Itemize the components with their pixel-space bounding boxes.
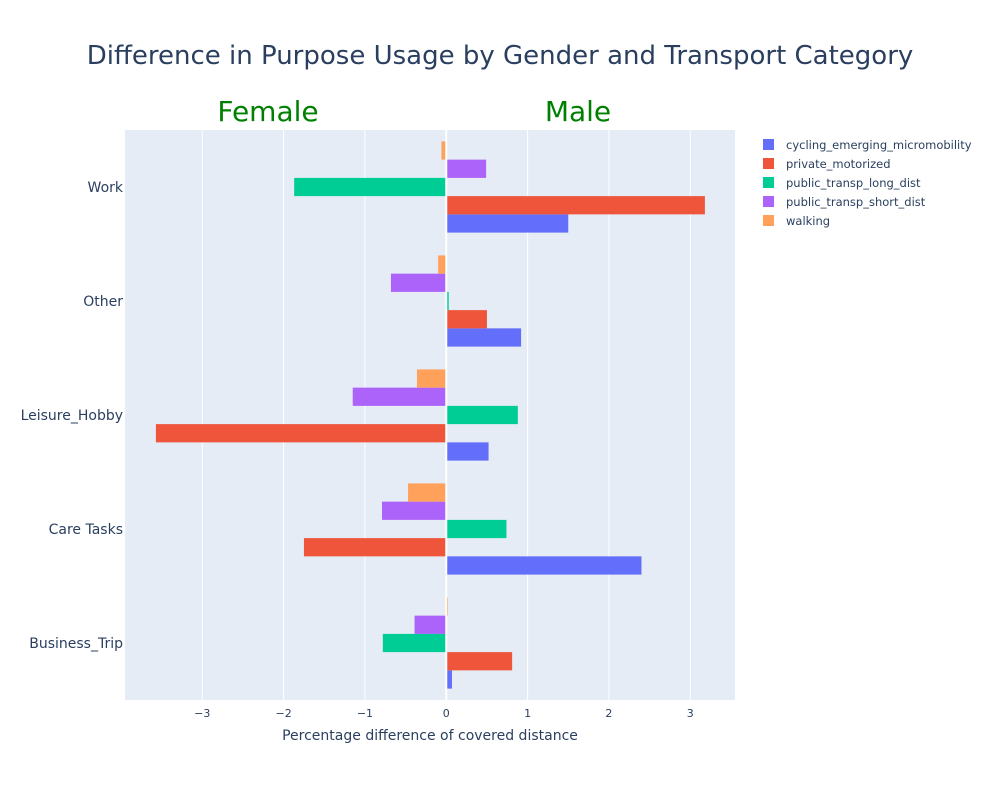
- bar-public-transp-long-dist-other[interactable]: [446, 291, 449, 311]
- chart-title: Difference in Purpose Usage by Gender an…: [87, 41, 914, 71]
- legend-item-public-transp-long-dist[interactable]: public_transp_long_dist: [763, 176, 921, 190]
- bar-walking-leisure-hobby[interactable]: [416, 369, 447, 388]
- bar-private-motorized-work[interactable]: [446, 196, 705, 215]
- bar-public-transp-long-dist-leisure-hobby[interactable]: [446, 405, 518, 425]
- annotation-male: Male: [545, 95, 611, 128]
- legend[interactable]: cycling_emerging_micromobility private_mo…: [763, 138, 972, 228]
- plot-area: [125, 130, 735, 700]
- y-tick-label: Care Tasks: [49, 522, 123, 538]
- bar-private-motorized-leisure-hobby[interactable]: [155, 424, 447, 443]
- legend-item-private-motorized[interactable]: private_motorized: [763, 157, 891, 171]
- legend-label: private_motorized: [786, 157, 891, 171]
- x-tick-label: −2: [275, 707, 291, 720]
- legend-swatch: [763, 177, 774, 188]
- bar-public-transp-short-dist-care-tasks[interactable]: [382, 501, 447, 520]
- x-tick-label: 0: [443, 707, 450, 720]
- bar-public-transp-short-dist-business-trip[interactable]: [414, 615, 447, 634]
- legend-label: public_transp_short_dist: [786, 195, 926, 209]
- x-axis-ticks: −3 −2 −1 0 1 2 3: [194, 707, 694, 720]
- legend-swatch: [763, 215, 774, 226]
- bar-public-transp-long-dist-care-tasks[interactable]: [446, 519, 507, 539]
- y-tick-label: Work: [88, 180, 124, 196]
- legend-swatch: [763, 158, 774, 169]
- x-tick-label: −3: [194, 707, 210, 720]
- legend-label: walking: [786, 214, 830, 228]
- bar-private-motorized-business-trip[interactable]: [446, 652, 513, 671]
- y-tick-label: Other: [83, 294, 123, 310]
- x-tick-label: 1: [524, 707, 531, 720]
- legend-item-cycling-emerging-micromobility[interactable]: cycling_emerging_micromobility: [763, 138, 972, 152]
- bar-private-motorized-care-tasks[interactable]: [303, 538, 447, 557]
- bar-cycling-emerging-micromobility-other[interactable]: [446, 328, 522, 347]
- bar-cycling-emerging-micromobility-business-trip[interactable]: [446, 670, 452, 689]
- y-tick-label: Business_Trip: [29, 636, 123, 652]
- legend-item-public-transp-short-dist[interactable]: public_transp_short_dist: [763, 195, 926, 209]
- bar-public-transp-long-dist-business-trip[interactable]: [382, 633, 447, 653]
- bar-public-transp-short-dist-work[interactable]: [446, 159, 487, 178]
- legend-label: public_transp_long_dist: [786, 176, 921, 190]
- annotation-female: Female: [217, 95, 318, 128]
- x-axis-label: Percentage difference of covered distanc…: [282, 728, 578, 744]
- bar-cycling-emerging-micromobility-work[interactable]: [446, 214, 569, 233]
- bar-cycling-emerging-micromobility-care-tasks[interactable]: [446, 556, 642, 575]
- bar-cycling-emerging-micromobility-leisure-hobby[interactable]: [446, 442, 489, 461]
- bar-public-transp-long-dist-work[interactable]: [294, 177, 447, 197]
- bar-walking-care-tasks[interactable]: [408, 483, 447, 502]
- bar-public-transp-short-dist-other[interactable]: [390, 273, 447, 292]
- bar-public-transp-short-dist-leisure-hobby[interactable]: [352, 387, 447, 406]
- bar-walking-other[interactable]: [438, 255, 447, 274]
- bars: [155, 141, 705, 689]
- legend-item-walking[interactable]: walking: [763, 214, 830, 228]
- bar-private-motorized-other[interactable]: [446, 310, 487, 329]
- x-tick-label: 2: [605, 707, 612, 720]
- y-tick-label: Leisure_Hobby: [21, 408, 123, 424]
- legend-swatch: [763, 196, 774, 207]
- y-axis-ticks: Business_Trip Care Tasks Leisure_Hobby Othe…: [21, 180, 124, 652]
- x-tick-label: 3: [687, 707, 694, 720]
- x-tick-label: −1: [357, 707, 373, 720]
- legend-label: cycling_emerging_micromobility: [786, 138, 972, 152]
- bar-walking-work[interactable]: [441, 141, 447, 160]
- legend-swatch: [763, 139, 774, 150]
